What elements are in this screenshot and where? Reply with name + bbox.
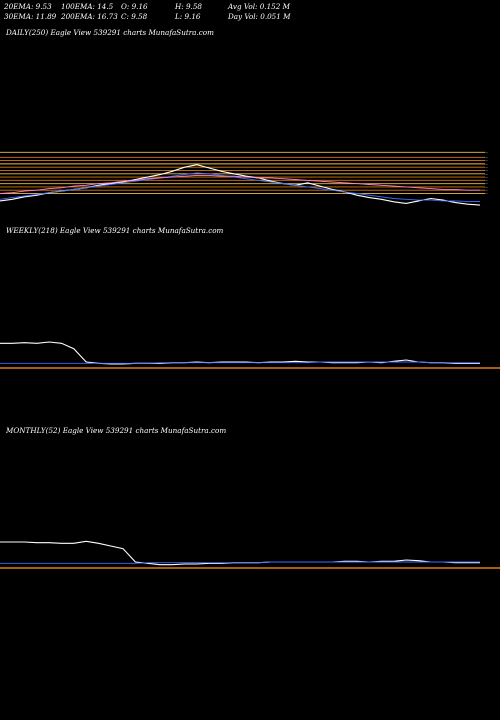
header-low: L: 9.16: [175, 12, 201, 21]
price-band-label: —: [485, 182, 488, 186]
header-high: H: 9.58: [175, 2, 202, 11]
header-day-vol: Day Vol: 0.051 M: [228, 12, 291, 21]
price-band-label: —: [485, 178, 488, 182]
price-band-label: —: [485, 185, 488, 189]
series-line-1: [0, 561, 480, 564]
weekly-chart: [0, 341, 500, 369]
price-band-label: —: [485, 159, 488, 163]
header-close: C: 9.58: [121, 12, 148, 21]
price-band-label: —: [485, 165, 488, 169]
series-line-0: [0, 341, 480, 365]
series-line-2: [0, 174, 480, 194]
price-band-label: —: [485, 150, 488, 154]
price-band-label: —: [485, 155, 488, 159]
daily-chart: —————————————: [0, 150, 488, 206]
price-band-label: —: [485, 192, 488, 196]
monthly-chart: [0, 540, 500, 569]
weekly-chart-title: WEEKLY(218) Eagle View 539291 charts Mun…: [6, 226, 224, 235]
price-band-label: —: [485, 168, 488, 172]
price-band-label: —: [485, 175, 488, 179]
header-ema100: 100EMA: 14.5: [61, 2, 114, 11]
price-band-label: —: [485, 172, 488, 176]
header-ema200: 200EMA: 16.73: [61, 12, 118, 21]
daily-chart-title: DAILY(250) Eagle View 539291 charts Muna…: [6, 28, 214, 37]
header-ema20: 20EMA: 9.53: [4, 2, 52, 11]
series-line-1: [0, 361, 480, 364]
header-open: O: 9.16: [121, 2, 148, 11]
header-avg-vol: Avg Vol: 0.152 M: [228, 2, 290, 11]
header-ema30: 30EMA: 11.89: [4, 12, 57, 21]
price-band-label: —: [485, 188, 488, 192]
series-line-0: [0, 540, 480, 566]
monthly-chart-title: MONTHLY(52) Eagle View 539291 charts Mun…: [6, 426, 227, 435]
series-line-1: [0, 172, 481, 202]
price-band-label: —: [485, 162, 488, 166]
